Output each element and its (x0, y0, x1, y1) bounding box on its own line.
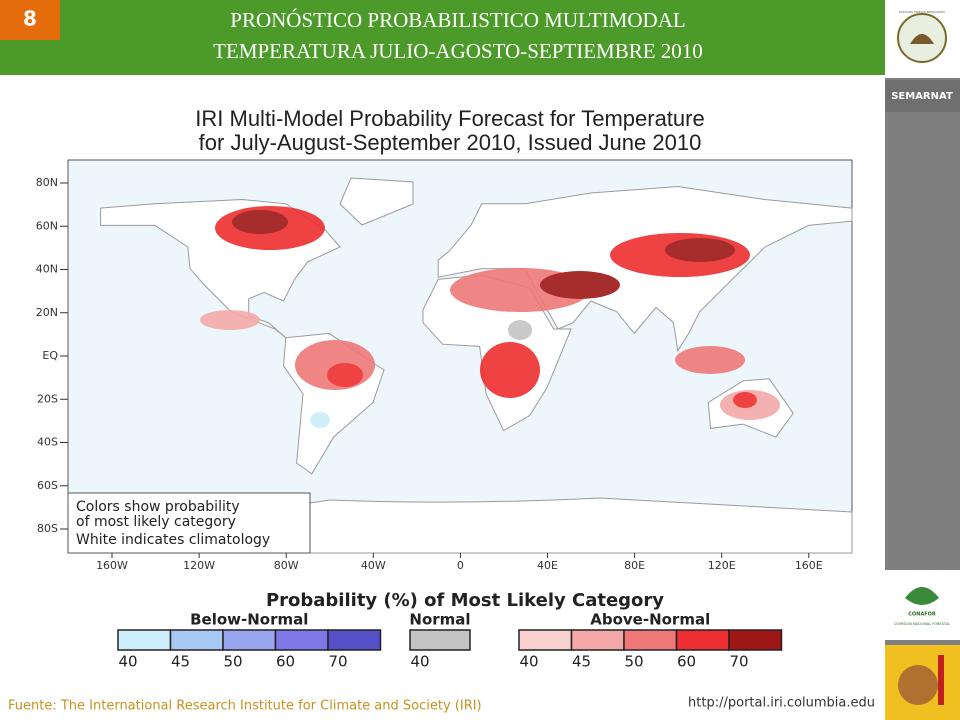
lat-label: 20N (36, 306, 58, 319)
map-note: Colors show probability (76, 499, 240, 515)
legend-label: 40 (410, 653, 429, 671)
patch (480, 342, 540, 398)
url: http://portal.iri.columbia.edu (688, 696, 875, 711)
legend-swatch (518, 629, 573, 651)
lat-label: 80S (37, 522, 58, 535)
conafor-box (885, 570, 960, 640)
patch (310, 412, 330, 428)
lat-label: 80N (36, 176, 58, 189)
legend-label: 50 (223, 653, 242, 671)
patch (675, 346, 745, 374)
mascot-item (938, 655, 944, 705)
agency-box (885, 80, 960, 112)
lat-label: 40N (36, 263, 58, 276)
lat-label: EQ (42, 349, 58, 362)
legend-label: 40 (118, 653, 137, 671)
lon-label: 40E (537, 559, 558, 572)
lon-label: 160W (96, 559, 128, 572)
legend-title: Probability (%) of Most Likely Category (266, 590, 664, 611)
conafor-text: CONAFOR (908, 612, 936, 618)
lon-label: 120E (708, 559, 736, 572)
mascot (898, 665, 938, 705)
lon-label: 80E (624, 559, 645, 572)
header-bar (0, 0, 885, 75)
conafor-text: COMISIÓN NACIONAL FORESTAL (894, 621, 950, 626)
continent (339, 177, 414, 226)
legend-swatch (117, 629, 172, 651)
legend: Below-Normal 40 45 50 60 70 Normal 40 Above-Norm… (117, 611, 783, 671)
patch (232, 210, 288, 234)
slide-title: TEMPERATURA JULIO-AGOSTO-SEPTIEMBRE 2010 (213, 39, 703, 63)
legend-swatch (409, 629, 471, 651)
patch (540, 271, 620, 299)
legend-label: 50 (624, 653, 643, 671)
legend-group-name: Above-Normal (590, 611, 710, 629)
map-title: for July-August-September 2010, Issued J… (199, 130, 702, 155)
lon-label: 40W (361, 559, 386, 572)
agency-name: SEMARNAT (891, 91, 953, 102)
lat-label: 40S (37, 436, 58, 449)
emblem-eagle (910, 34, 934, 44)
legend-swatch (623, 629, 678, 651)
lon-label: 0 (457, 559, 464, 572)
slide-number-box (0, 0, 60, 40)
lat-label: 60S (37, 479, 58, 492)
legend-swatch (327, 629, 382, 651)
legend-label: 70 (729, 653, 748, 671)
legend-swatch (222, 629, 277, 651)
map-note-box (67, 492, 311, 554)
slide-title: PRONÓSTICO PROBABILISTICO MULTIMODAL (230, 8, 685, 32)
legend-label: 40 (519, 653, 538, 671)
map-title: IRI Multi-Model Probability Forecast for… (195, 106, 704, 131)
lon-label: 120W (183, 559, 215, 572)
legend-label: 60 (276, 653, 295, 671)
legend-label: 45 (572, 653, 591, 671)
anomaly-patches (200, 206, 780, 428)
patch (733, 392, 757, 408)
legend-swatch (169, 629, 224, 651)
map-axes: 80N 60N 40N 20N EQ 20S 40S 60S 80S 160W 120W 80W 40W… (36, 176, 823, 572)
patch (200, 310, 260, 330)
lon-label: 80W (274, 559, 299, 572)
legend-label: 60 (677, 653, 696, 671)
legend-group-name: Below-Normal (190, 611, 308, 629)
legend-group-name: Normal (409, 611, 470, 629)
slide-number: 8 (23, 7, 37, 31)
legend-swatch (570, 629, 625, 651)
source: Fuente: The International Research Insti… (8, 699, 482, 714)
patch (665, 238, 735, 262)
lat-label: 20S (37, 392, 58, 405)
legend-swatch (675, 629, 730, 651)
lon-label: 160E (795, 559, 823, 572)
legend-label: 45 (171, 653, 190, 671)
patch (508, 320, 532, 340)
patch (327, 363, 363, 387)
lat-label: 60N (36, 219, 58, 232)
map-note: White indicates climatology (76, 532, 270, 548)
legend-swatch (728, 629, 783, 651)
legend-label: 70 (328, 653, 347, 671)
legend-swatch (274, 629, 329, 651)
conafor-logo (905, 587, 939, 605)
map: Colors show probability of most likely c… (67, 159, 853, 554)
emblem-text: ESTADOS UNIDOS MEXICANOS (899, 10, 945, 14)
map-note: of most likely category (76, 514, 236, 530)
